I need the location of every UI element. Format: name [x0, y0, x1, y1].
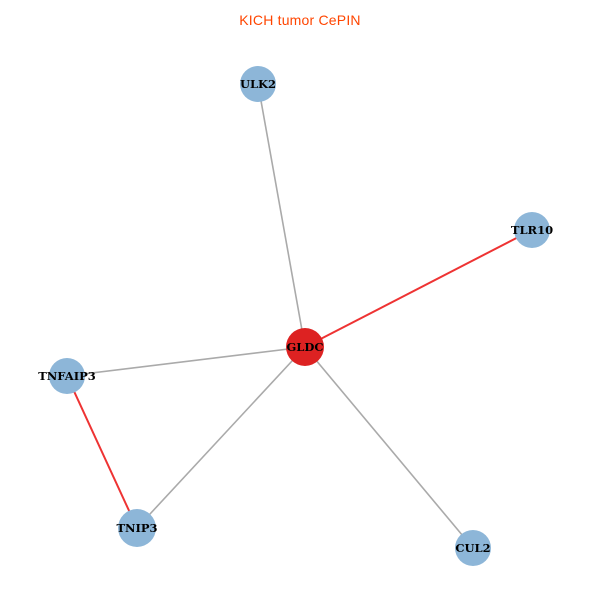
- node-label-TNIP3: TNIP3: [116, 521, 157, 535]
- edge-GLDC-TNIP3: [136, 346, 306, 529]
- plot-title: KICH tumor CePIN: [239, 12, 361, 28]
- edge-GLDC-TLR10: [304, 229, 533, 348]
- node-TLR10: [514, 212, 550, 248]
- node-GLDC: [286, 328, 324, 366]
- node-TNIP3: [118, 509, 156, 547]
- node-TNFAIP3: [49, 358, 85, 394]
- node-label-TLR10: TLR10: [511, 223, 553, 237]
- edge-GLDC-CUL2: [304, 346, 474, 549]
- node-label-ULK2: ULK2: [240, 77, 276, 91]
- edge-GLDC-TNFAIP3: [66, 346, 306, 377]
- node-label-GLDC: GLDC: [286, 340, 323, 354]
- node-ULK2: [240, 66, 276, 102]
- edge-TNFAIP3-TNIP3: [66, 375, 138, 529]
- node-label-CUL2: CUL2: [455, 541, 490, 555]
- node-CUL2: [455, 530, 491, 566]
- node-label-TNFAIP3: TNFAIP3: [38, 369, 96, 383]
- edge-GLDC-ULK2: [257, 83, 306, 348]
